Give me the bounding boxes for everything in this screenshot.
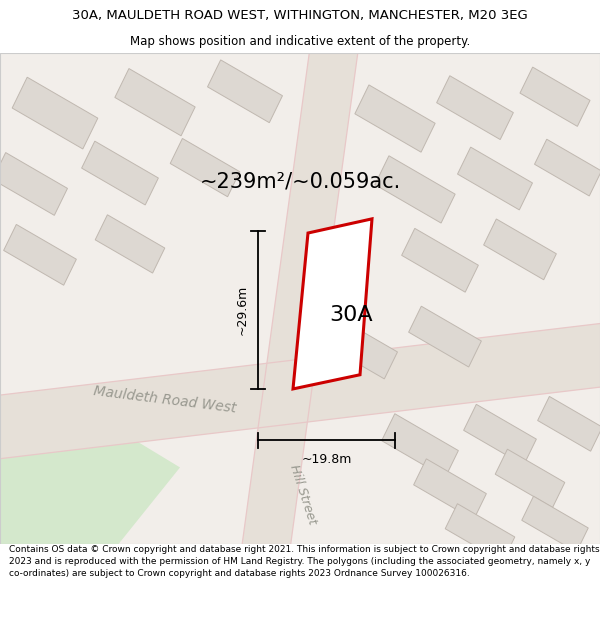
Polygon shape [382,414,458,478]
Polygon shape [495,449,565,508]
Text: 30A, MAULDETH ROAD WEST, WITHINGTON, MANCHESTER, M20 3EG: 30A, MAULDETH ROAD WEST, WITHINGTON, MAN… [72,9,528,22]
Polygon shape [458,147,532,210]
Polygon shape [323,316,397,379]
Polygon shape [4,224,76,285]
Polygon shape [375,156,455,223]
Polygon shape [208,60,283,122]
Text: Map shows position and indicative extent of the property.: Map shows position and indicative extent… [130,35,470,48]
Polygon shape [409,306,481,367]
Polygon shape [437,76,514,139]
Polygon shape [170,139,240,197]
Text: ~19.8m: ~19.8m [301,453,352,466]
Polygon shape [0,152,67,216]
Polygon shape [0,321,600,461]
Polygon shape [520,67,590,126]
Polygon shape [413,459,487,519]
Polygon shape [82,141,158,205]
Polygon shape [355,85,435,152]
Polygon shape [293,219,372,389]
Polygon shape [12,78,98,149]
Polygon shape [484,219,556,280]
Text: Contains OS data © Crown copyright and database right 2021. This information is : Contains OS data © Crown copyright and d… [9,546,599,578]
Text: ~239m²/~0.059ac.: ~239m²/~0.059ac. [199,172,401,192]
Polygon shape [0,413,180,554]
Polygon shape [0,53,600,544]
Text: Mauldeth Road West: Mauldeth Road West [93,384,237,416]
Polygon shape [95,215,165,273]
Polygon shape [115,69,195,136]
Polygon shape [464,404,536,465]
Polygon shape [445,504,515,562]
Polygon shape [241,38,359,559]
Polygon shape [538,396,600,451]
Polygon shape [535,139,600,196]
Text: ~29.6m: ~29.6m [235,285,248,335]
Text: 30A: 30A [329,305,373,325]
Text: Hill Street: Hill Street [287,463,319,526]
Polygon shape [401,228,478,292]
Polygon shape [522,496,588,552]
